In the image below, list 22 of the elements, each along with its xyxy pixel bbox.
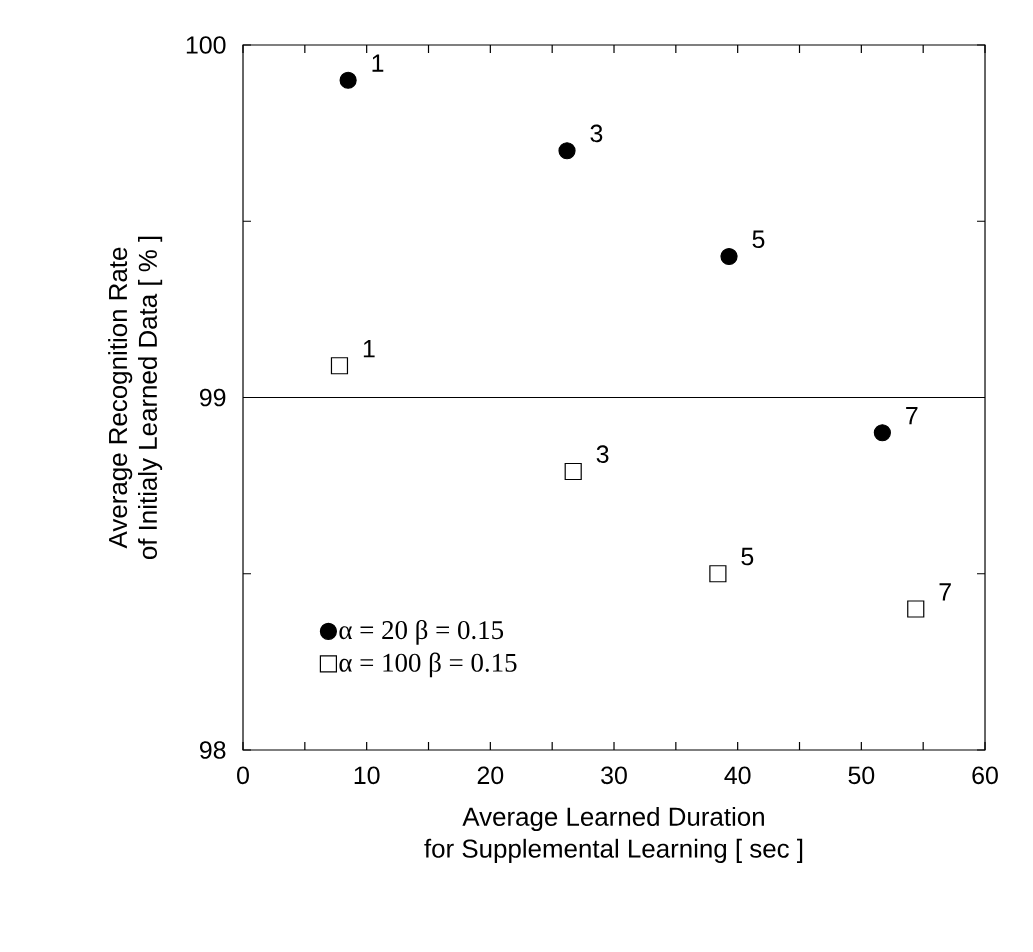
annotation: 1 bbox=[363, 340, 375, 358]
x-tick-label: 60 bbox=[972, 766, 998, 785]
x-tick-label: 40 bbox=[724, 766, 751, 785]
x-tick-label: 30 bbox=[601, 766, 627, 785]
annotation: 1 bbox=[372, 54, 384, 72]
x-axis-title: Average Learned Duration for Supplemental Learning [ sec ] bbox=[424, 806, 803, 863]
y-tick-label: 98 bbox=[199, 741, 226, 759]
annotation: 3 bbox=[596, 445, 609, 464]
x-tick-label: 0 bbox=[237, 766, 249, 785]
annotation: 7 bbox=[906, 407, 918, 425]
x-tick-label: 50 bbox=[848, 766, 875, 785]
legend-label: α = 20 β = 0.15 bbox=[339, 619, 504, 645]
annotation: 7 bbox=[939, 583, 951, 601]
annotation: 3 bbox=[590, 124, 603, 143]
annotation: 5 bbox=[752, 230, 765, 248]
y-axis-title: Average Recognition Rate of Initialy Learned Data [ % ] bbox=[108, 236, 163, 560]
y-tick-label: 99 bbox=[199, 388, 226, 407]
legend-label: α = 100 β = 0.15 bbox=[339, 652, 517, 678]
x-tick-label: 20 bbox=[477, 766, 504, 785]
x-tick-label: 10 bbox=[354, 766, 380, 785]
annotation: 5 bbox=[741, 547, 754, 566]
y-tick-label: 100 bbox=[186, 36, 226, 54]
